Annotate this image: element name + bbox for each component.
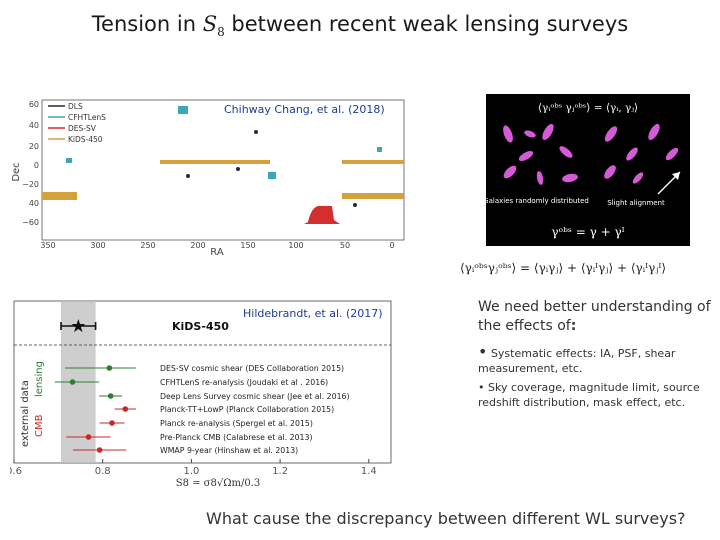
dec-axis-label: Dec	[11, 162, 22, 181]
s8-forest-plot: external data lensing CMB ★ KiDS-450 DES-S…	[10, 300, 392, 489]
x-tick: 50	[340, 241, 350, 250]
forest-row: ★ KiDS-450	[60, 316, 229, 337]
alignment-label: Slight alignment	[607, 199, 665, 207]
forest-row: Pre-Planck CMB (Calabrese et al. 2013)	[66, 433, 313, 442]
forest-point	[96, 447, 103, 453]
title-symbol: S8	[202, 12, 225, 40]
footprint-caption: Chihway Chang, et al. (2018)	[224, 103, 385, 116]
cfhtlens-patch	[268, 172, 276, 179]
forest-row: DES-SV cosmic shear (DES Collaboration 2…	[65, 364, 344, 373]
forest-row: Deep Lens Survey cosmic shear (Jee et al…	[99, 392, 350, 401]
shear-diagram: ⟨γᵢᵒᵇˢ γⱼᵒᵇˢ⟩ = ⟨γᵢ, γⱼ⟩ Galaxies random…	[483, 94, 690, 246]
kids-stripe	[42, 192, 77, 200]
random-label: Galaxies randomly distributed	[486, 197, 589, 205]
x-tick-label: 1.4	[361, 466, 377, 477]
s8-axis-label: S8 = σ8√Ωm/0.3	[176, 478, 261, 489]
footprint-patches	[42, 106, 404, 224]
kids-stripe	[342, 160, 404, 164]
footprint-frame	[41, 99, 405, 241]
title-prefix: Tension in	[91, 12, 203, 36]
legend-kids: KiDS-450	[68, 135, 103, 144]
y-tick: −60	[22, 218, 39, 227]
survey-footprint-plot: Dec RA 60 40 20 0 −20 40 −60 350 300 250…	[11, 99, 405, 258]
forest-row: CFHTLenS re-analysis (Joudaki et al . 20…	[54, 378, 328, 387]
forest-caption: Hildebrandt, et al. (2017)	[243, 307, 383, 320]
dls-field	[254, 130, 258, 134]
shear-correlation-equation: ⟨γᵢᵒᵇˢγⱼᵒᵇˢ⟩ = ⟨γᵢγⱼ⟩ + ⟨γᵢᴵγⱼ⟩ + ⟨γᵢᴵγⱼ…	[460, 261, 666, 275]
title-suffix: between recent weak lensing surveys	[224, 12, 629, 36]
x-tick: 200	[190, 241, 205, 250]
closing-question: What cause the discrepancy between diffe…	[206, 509, 686, 528]
forest-row: WMAP 9-year (Hinshaw et al. 2013)	[72, 446, 298, 455]
forest-point	[106, 365, 113, 371]
shear-eq-below: ⟨γᵢᵒᵇˢγⱼᵒᵇˢ⟩ = ⟨γᵢγⱼ⟩ + ⟨γᵢᴵγⱼ⟩ + ⟨γᵢᴵγⱼ…	[460, 261, 666, 275]
random-galaxies	[503, 123, 578, 185]
explanation-text: We need better understanding of the effe…	[478, 298, 714, 410]
ra-axis-label: RA	[210, 247, 224, 258]
x-tick: 350	[40, 241, 55, 250]
title-subscript: 8	[217, 25, 225, 40]
y-tick: 20	[29, 142, 39, 151]
y-tick: 60	[29, 100, 39, 109]
dls-field	[186, 174, 190, 178]
need-colon: :	[570, 318, 577, 334]
bullet-item: • Systematic effects: IA, PSF, shear mea…	[478, 342, 676, 376]
shear-diagram-graphic: ⟨γᵢᵒᵇˢ γⱼᵒᵇˢ⟩ = ⟨γᵢ, γⱼ⟩ Galaxies random…	[483, 102, 681, 239]
external-data-label: external data	[20, 380, 31, 447]
forest-point	[107, 393, 114, 399]
x-tick: 100	[288, 241, 303, 250]
forest-row-label: CFHTLenS re-analysis (Joudaki et al . 20…	[160, 378, 328, 387]
dls-field	[236, 167, 240, 171]
dls-field	[353, 203, 357, 207]
need-statement: We need better understanding of the effe…	[478, 299, 711, 334]
legend-dls: DLS	[68, 102, 83, 111]
forest-point	[69, 379, 76, 385]
alignment-arrow	[657, 171, 681, 195]
legend-cfhtlens: CFHTLenS	[68, 113, 106, 122]
cfhtlens-patch	[377, 147, 382, 152]
kids-stripe	[342, 193, 404, 199]
y-tick: 40	[29, 199, 39, 208]
bullet-item: • Sky coverage, magnitude limit, source …	[478, 381, 700, 409]
forest-point	[122, 406, 129, 412]
x-tick: 250	[140, 241, 155, 250]
x-tick: 300	[90, 241, 105, 250]
y-tick: −20	[22, 180, 39, 189]
lensing-label: lensing	[34, 361, 45, 397]
forest-row-label: DES-SV cosmic shear (DES Collaboration 2…	[160, 364, 344, 373]
cmb-label: CMB	[34, 414, 45, 437]
shear-eq-top: ⟨γᵢᵒᵇˢ γⱼᵒᵇˢ⟩ = ⟨γᵢ, γⱼ⟩	[538, 102, 638, 114]
shear-eq-bottom: γᵒᵇˢ = γ + γᴵ	[551, 225, 624, 239]
x-tick-label: 1.0	[183, 466, 199, 477]
x-tick-label: 0.6	[10, 466, 22, 477]
forest-row-label: Planck re-analysis (Spergel et al. 2015)	[160, 419, 313, 428]
forest-row-label: WMAP 9-year (Hinshaw et al. 2013)	[160, 446, 298, 455]
forest-row-label: KiDS-450	[172, 320, 229, 333]
kids-star-marker: ★	[70, 316, 86, 337]
y-tick: 40	[29, 121, 39, 130]
forest-row: Planck-TT+LowP (Planck Collaboration 201…	[114, 405, 334, 414]
forest-row-label: Pre-Planck CMB (Calabrese et al. 2013)	[160, 433, 313, 442]
forest-row-label: Planck-TT+LowP (Planck Collaboration 201…	[160, 405, 334, 414]
x-tick-label: 1.2	[272, 466, 288, 477]
x-tick-label: 0.8	[95, 466, 111, 477]
kids-stripe	[160, 160, 270, 164]
x-tick: 0	[389, 241, 394, 250]
x-tick: 150	[240, 241, 255, 250]
forest-point	[109, 420, 115, 426]
footprint-legend: DLS CFHTLenS DES-SV KiDS-450	[48, 102, 106, 144]
slide-title: Tension in S8 between recent weak lensin…	[0, 12, 720, 39]
y-tick: 0	[34, 161, 39, 170]
legend-des-sv: DES-SV	[68, 124, 97, 133]
cfhtlens-patch	[66, 158, 72, 163]
forest-row-label: Deep Lens Survey cosmic shear (Jee et al…	[160, 392, 350, 401]
aligned-galaxies	[604, 123, 679, 184]
cfhtlens-patch	[178, 106, 188, 114]
des-sv-patch	[304, 205, 340, 224]
forest-row: Planck re-analysis (Spergel et al. 2015)	[99, 419, 313, 428]
forest-point	[85, 434, 92, 440]
